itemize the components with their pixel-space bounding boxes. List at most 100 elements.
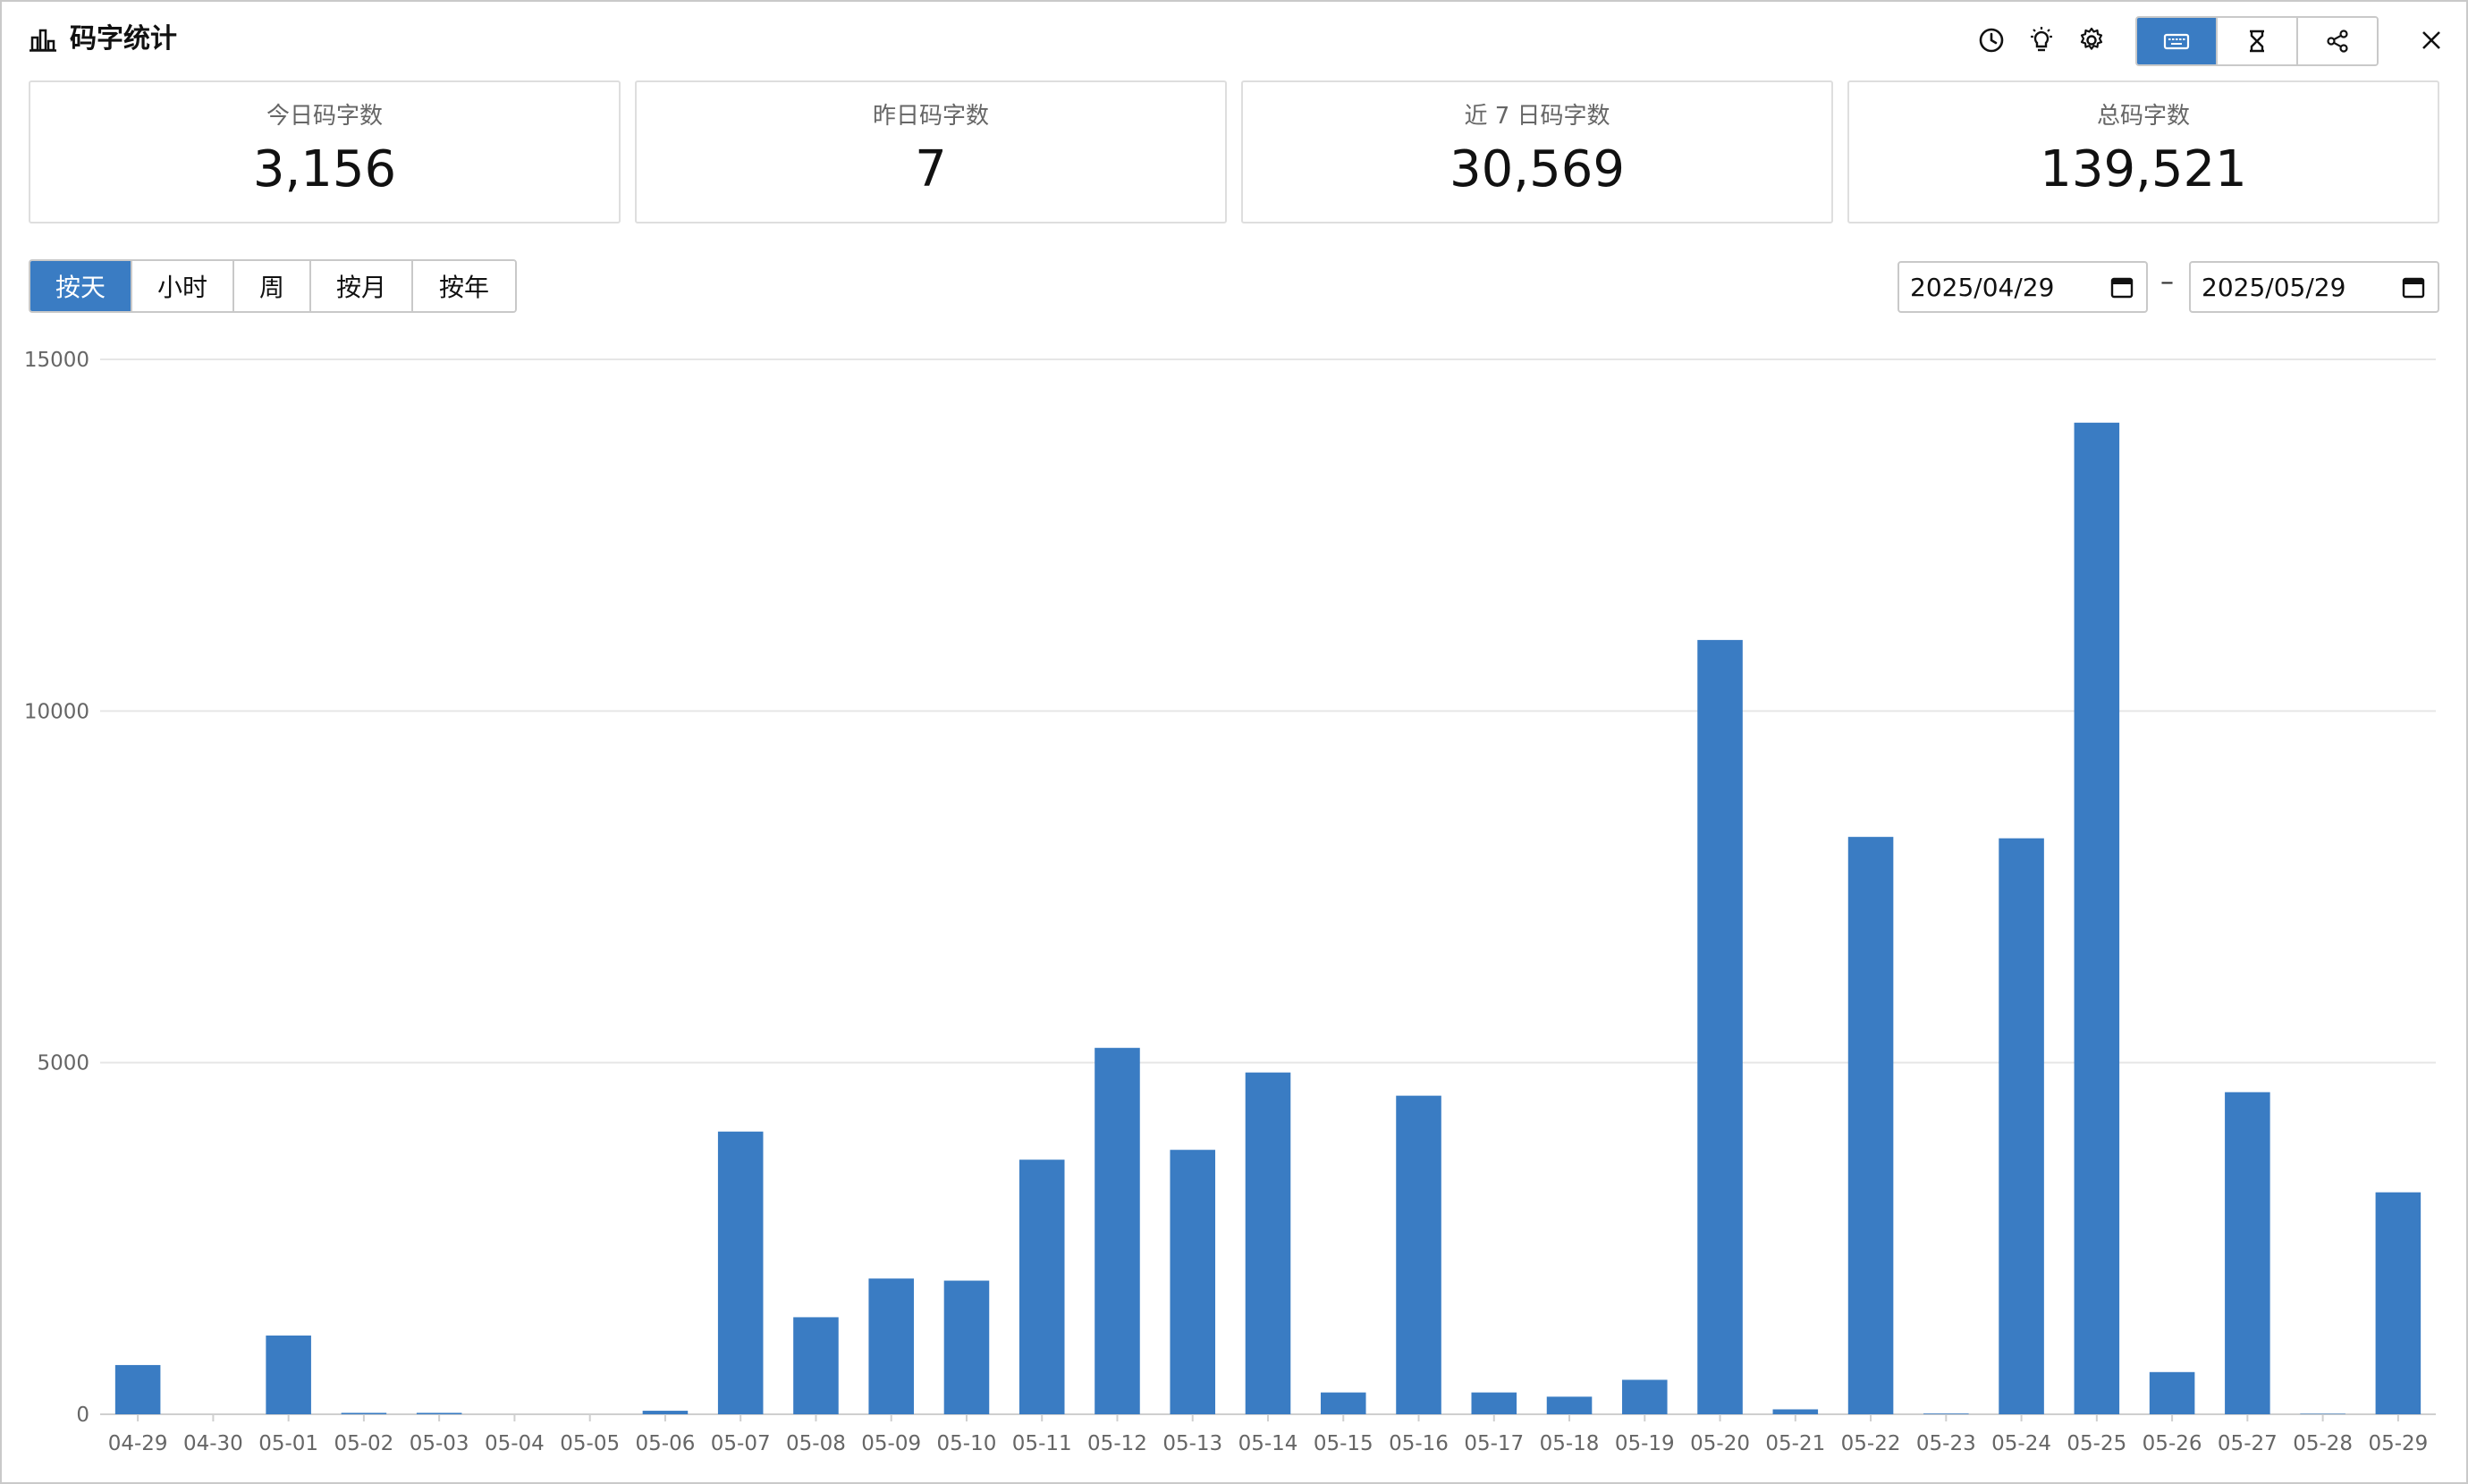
bar-05-09[interactable] [868,1278,914,1414]
share-view-button[interactable] [2298,18,2377,64]
bar-05-08[interactable] [793,1317,839,1414]
bar-05-03[interactable] [416,1412,462,1414]
x-tick-label: 05-27 [2218,1432,2278,1455]
x-tick-label: 05-12 [1087,1432,1147,1455]
start-date-input[interactable]: 2025/04/29 [1897,261,2148,313]
bar-05-27[interactable] [2225,1092,2270,1414]
stat-card-today: 今日码字数 3,156 [29,80,621,223]
stat-card-last-7-days: 近 7 日码字数 30,569 [1241,80,1833,223]
bar-05-13[interactable] [1170,1150,1216,1414]
bar-05-10[interactable] [943,1280,990,1414]
bar-05-16[interactable] [1396,1095,1441,1414]
bar-05-26[interactable] [2149,1371,2195,1414]
stat-value: 139,521 [2040,140,2247,198]
stat-value: 3,156 [252,140,397,198]
x-tick-label: 05-18 [1540,1432,1600,1455]
bar-05-22[interactable] [1847,837,1894,1414]
calendar-icon[interactable] [2402,275,2425,299]
lightbulb-icon[interactable] [2026,25,2057,55]
x-tick-label: 05-01 [258,1432,318,1455]
bar-04-29[interactable] [114,1364,161,1414]
bar-05-14[interactable] [1245,1072,1291,1414]
bar-05-28[interactable] [2300,1413,2345,1414]
x-tick-label: 05-09 [861,1432,921,1455]
bar-05-18[interactable] [1546,1396,1593,1414]
stat-value: 30,569 [1450,140,1625,198]
x-tick-label: 05-26 [2143,1432,2202,1455]
tab-year[interactable]: 按年 [413,261,515,311]
close-icon [2422,31,2440,49]
x-tick-label: 04-29 [108,1432,168,1455]
period-tabs: 按天 小时 周 按月 按年 [29,259,517,313]
x-tick-label: 05-29 [2368,1432,2428,1455]
x-tick-label: 05-03 [410,1432,469,1455]
x-tick-label: 05-16 [1389,1432,1449,1455]
bar-05-17[interactable] [1471,1392,1517,1414]
x-tick-label: 05-25 [2067,1432,2126,1455]
x-tick-label: 05-17 [1464,1432,1524,1455]
bar-05-20[interactable] [1697,639,1743,1414]
x-tick-label: 05-21 [1765,1432,1825,1455]
tab-week[interactable]: 周 [234,261,311,311]
keyboard-icon [2163,33,2190,50]
date-separator: – [2160,266,2174,298]
x-tick-label: 05-15 [1314,1432,1373,1455]
gear-icon[interactable] [2076,25,2107,55]
x-tick-label: 05-20 [1690,1432,1750,1455]
bar-05-19[interactable] [1622,1379,1668,1414]
bar-chart-icon [30,29,56,52]
bar-05-12[interactable] [1095,1048,1140,1414]
bar-05-06[interactable] [642,1411,689,1414]
daily-word-count-chart: 0 5000 10000 15000 04-29 04-30 05-01 05-02 05-03… [2,333,2466,1477]
bar-05-23[interactable] [1923,1413,1969,1414]
bar-05-11[interactable] [1018,1159,1065,1414]
x-tick-label: 05-10 [937,1432,997,1455]
hourglass-view-button[interactable] [2218,18,2298,64]
clock-icon[interactable] [1976,25,2007,55]
x-tick-label: 05-04 [485,1432,545,1455]
x-tick-label: 05-14 [1238,1432,1298,1455]
close-button[interactable] [2416,25,2447,55]
x-tick-label: 05-02 [334,1432,393,1455]
tab-day[interactable]: 按天 [30,261,132,311]
x-tick-label: 05-11 [1012,1432,1072,1455]
tab-month[interactable]: 按月 [311,261,413,311]
stat-label: 总码字数 [2096,103,2190,130]
y-tick-label: 10000 [24,700,89,723]
y-tick-label: 15000 [24,349,89,372]
x-tick-label: 05-13 [1162,1432,1222,1455]
y-tick-label: 0 [76,1404,89,1427]
bar-05-02[interactable] [341,1412,387,1414]
bar-05-15[interactable] [1320,1392,1366,1414]
share-icon [2327,30,2348,53]
bar-05-01[interactable] [266,1335,311,1414]
stat-label: 近 7 日码字数 [1464,103,1610,130]
x-tick-label: 05-08 [786,1432,846,1455]
x-tick-label: 05-22 [1841,1432,1901,1455]
stat-value: 7 [915,140,947,198]
x-tick-label: 05-05 [560,1432,620,1455]
start-date-value: 2025/04/29 [1910,272,2055,302]
x-tick-label: 05-28 [2293,1432,2353,1455]
hourglass-icon [2250,30,2264,53]
end-date-input[interactable]: 2025/05/29 [2189,261,2439,313]
bar-05-24[interactable] [1999,838,2044,1414]
stat-card-total: 总码字数 139,521 [1847,80,2439,223]
window-title: 码字统计 [70,23,177,55]
x-tick-label: 04-30 [183,1432,243,1455]
keyboard-view-button[interactable] [2137,18,2218,64]
bar-05-29[interactable] [2375,1192,2422,1414]
x-tick-label: 05-19 [1615,1432,1675,1455]
tab-hour[interactable]: 小时 [132,261,234,311]
x-tick-label: 05-23 [1916,1432,1976,1455]
calendar-icon[interactable] [2110,275,2134,299]
bar-05-25[interactable] [2074,422,2120,1414]
bar-05-07[interactable] [717,1131,764,1414]
x-tick-label: 05-07 [711,1432,771,1455]
stat-label: 今日码字数 [266,103,383,130]
bar-05-21[interactable] [1772,1409,1819,1414]
stat-label: 昨日码字数 [872,103,989,130]
title-bar: 码字统计 [2,2,2466,79]
x-tick-label: 05-24 [1991,1432,2051,1455]
